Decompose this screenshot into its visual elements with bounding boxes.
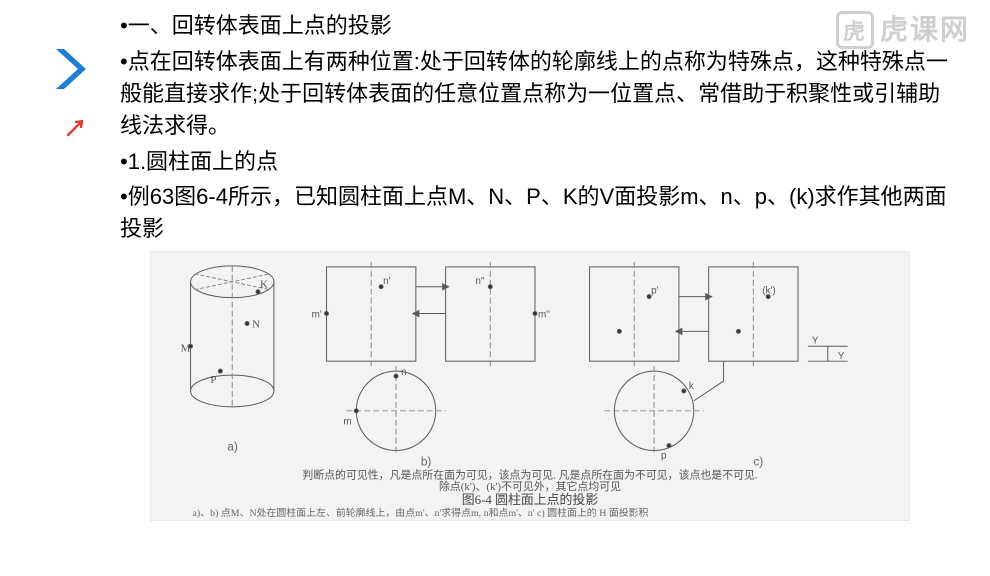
label-n: n xyxy=(401,367,407,378)
fig-note3: a)、b) 点M、N处在圆柱面上左、前轮廓线上，由点m'、n'求得点m, n和点… xyxy=(193,506,649,519)
label-P: P xyxy=(210,374,216,386)
ortho-c xyxy=(590,262,848,456)
diagram-svg: M K N P a) xyxy=(151,252,909,520)
label-M: M xyxy=(181,342,191,354)
caption-b: b) xyxy=(421,455,432,469)
label-pp: p' xyxy=(651,286,659,297)
label-npp: n'' xyxy=(475,276,484,287)
label-m: m xyxy=(343,417,351,428)
label-Y2: Y xyxy=(838,351,845,362)
label-mp: m' xyxy=(312,310,322,321)
caption-a: a) xyxy=(227,440,238,454)
label-K: K xyxy=(260,279,268,291)
bullet-3-text: 1.圆柱面上的点 xyxy=(128,149,278,174)
bullet-1-text: 一、回转体表面上点的投影 xyxy=(128,13,392,38)
figure-6-4: M K N P a) xyxy=(150,251,910,521)
bullet-2: •点在回转体表面上有两种位置:处于回转体的轮廓线上的点称为特殊点，这种特殊点一般… xyxy=(120,46,950,142)
label-Y1: Y xyxy=(812,336,819,347)
bullet-1: •一、回转体表面上点的投影 xyxy=(120,10,950,42)
watermark-text: 虎课网 xyxy=(880,14,970,45)
label-p: p xyxy=(661,451,667,462)
bullet-4-text: 例63图6-4所示，已知圆柱面上点M、N、P、K的V面投影m、n、p、(k)求作… xyxy=(120,184,947,241)
label-N: N xyxy=(252,319,260,331)
label-mpp: m'' xyxy=(538,310,550,321)
fig-note2: 除点(k')、(k')不可见外，其它点均可见 xyxy=(439,479,621,493)
red-arrow-icon xyxy=(66,115,88,137)
blue-chevron-icon xyxy=(52,45,88,93)
watermark: 虎虎课网 xyxy=(836,8,970,49)
fig-note1: 判断点的可见性，凡是点所在面为可见，该点为可见. 凡是点所在面为不可见，该点也是… xyxy=(302,468,757,482)
label-np: n' xyxy=(383,276,391,287)
caption-c: c) xyxy=(753,455,763,469)
label-kp: (k') xyxy=(762,286,775,297)
ortho-b xyxy=(325,262,537,456)
bullet-3: •1.圆柱面上的点 xyxy=(120,146,950,178)
slide: 虎虎课网 •一、回转体表面上点的投影 •点在回转体表面上有两种位置:处于回转体的… xyxy=(0,0,990,576)
fig-title: 图6-4 圆柱面上点的投影 xyxy=(462,492,599,507)
label-k: k xyxy=(689,381,694,392)
bullet-2-text: 点在回转体表面上有两种位置:处于回转体的轮廓线上的点称为特殊点，这种特殊点一般能… xyxy=(120,49,948,138)
bullet-4: •例63图6-4所示，已知圆柱面上点M、N、P、K的V面投影m、n、p、(k)求… xyxy=(120,181,950,245)
watermark-icon: 虎 xyxy=(836,11,874,49)
